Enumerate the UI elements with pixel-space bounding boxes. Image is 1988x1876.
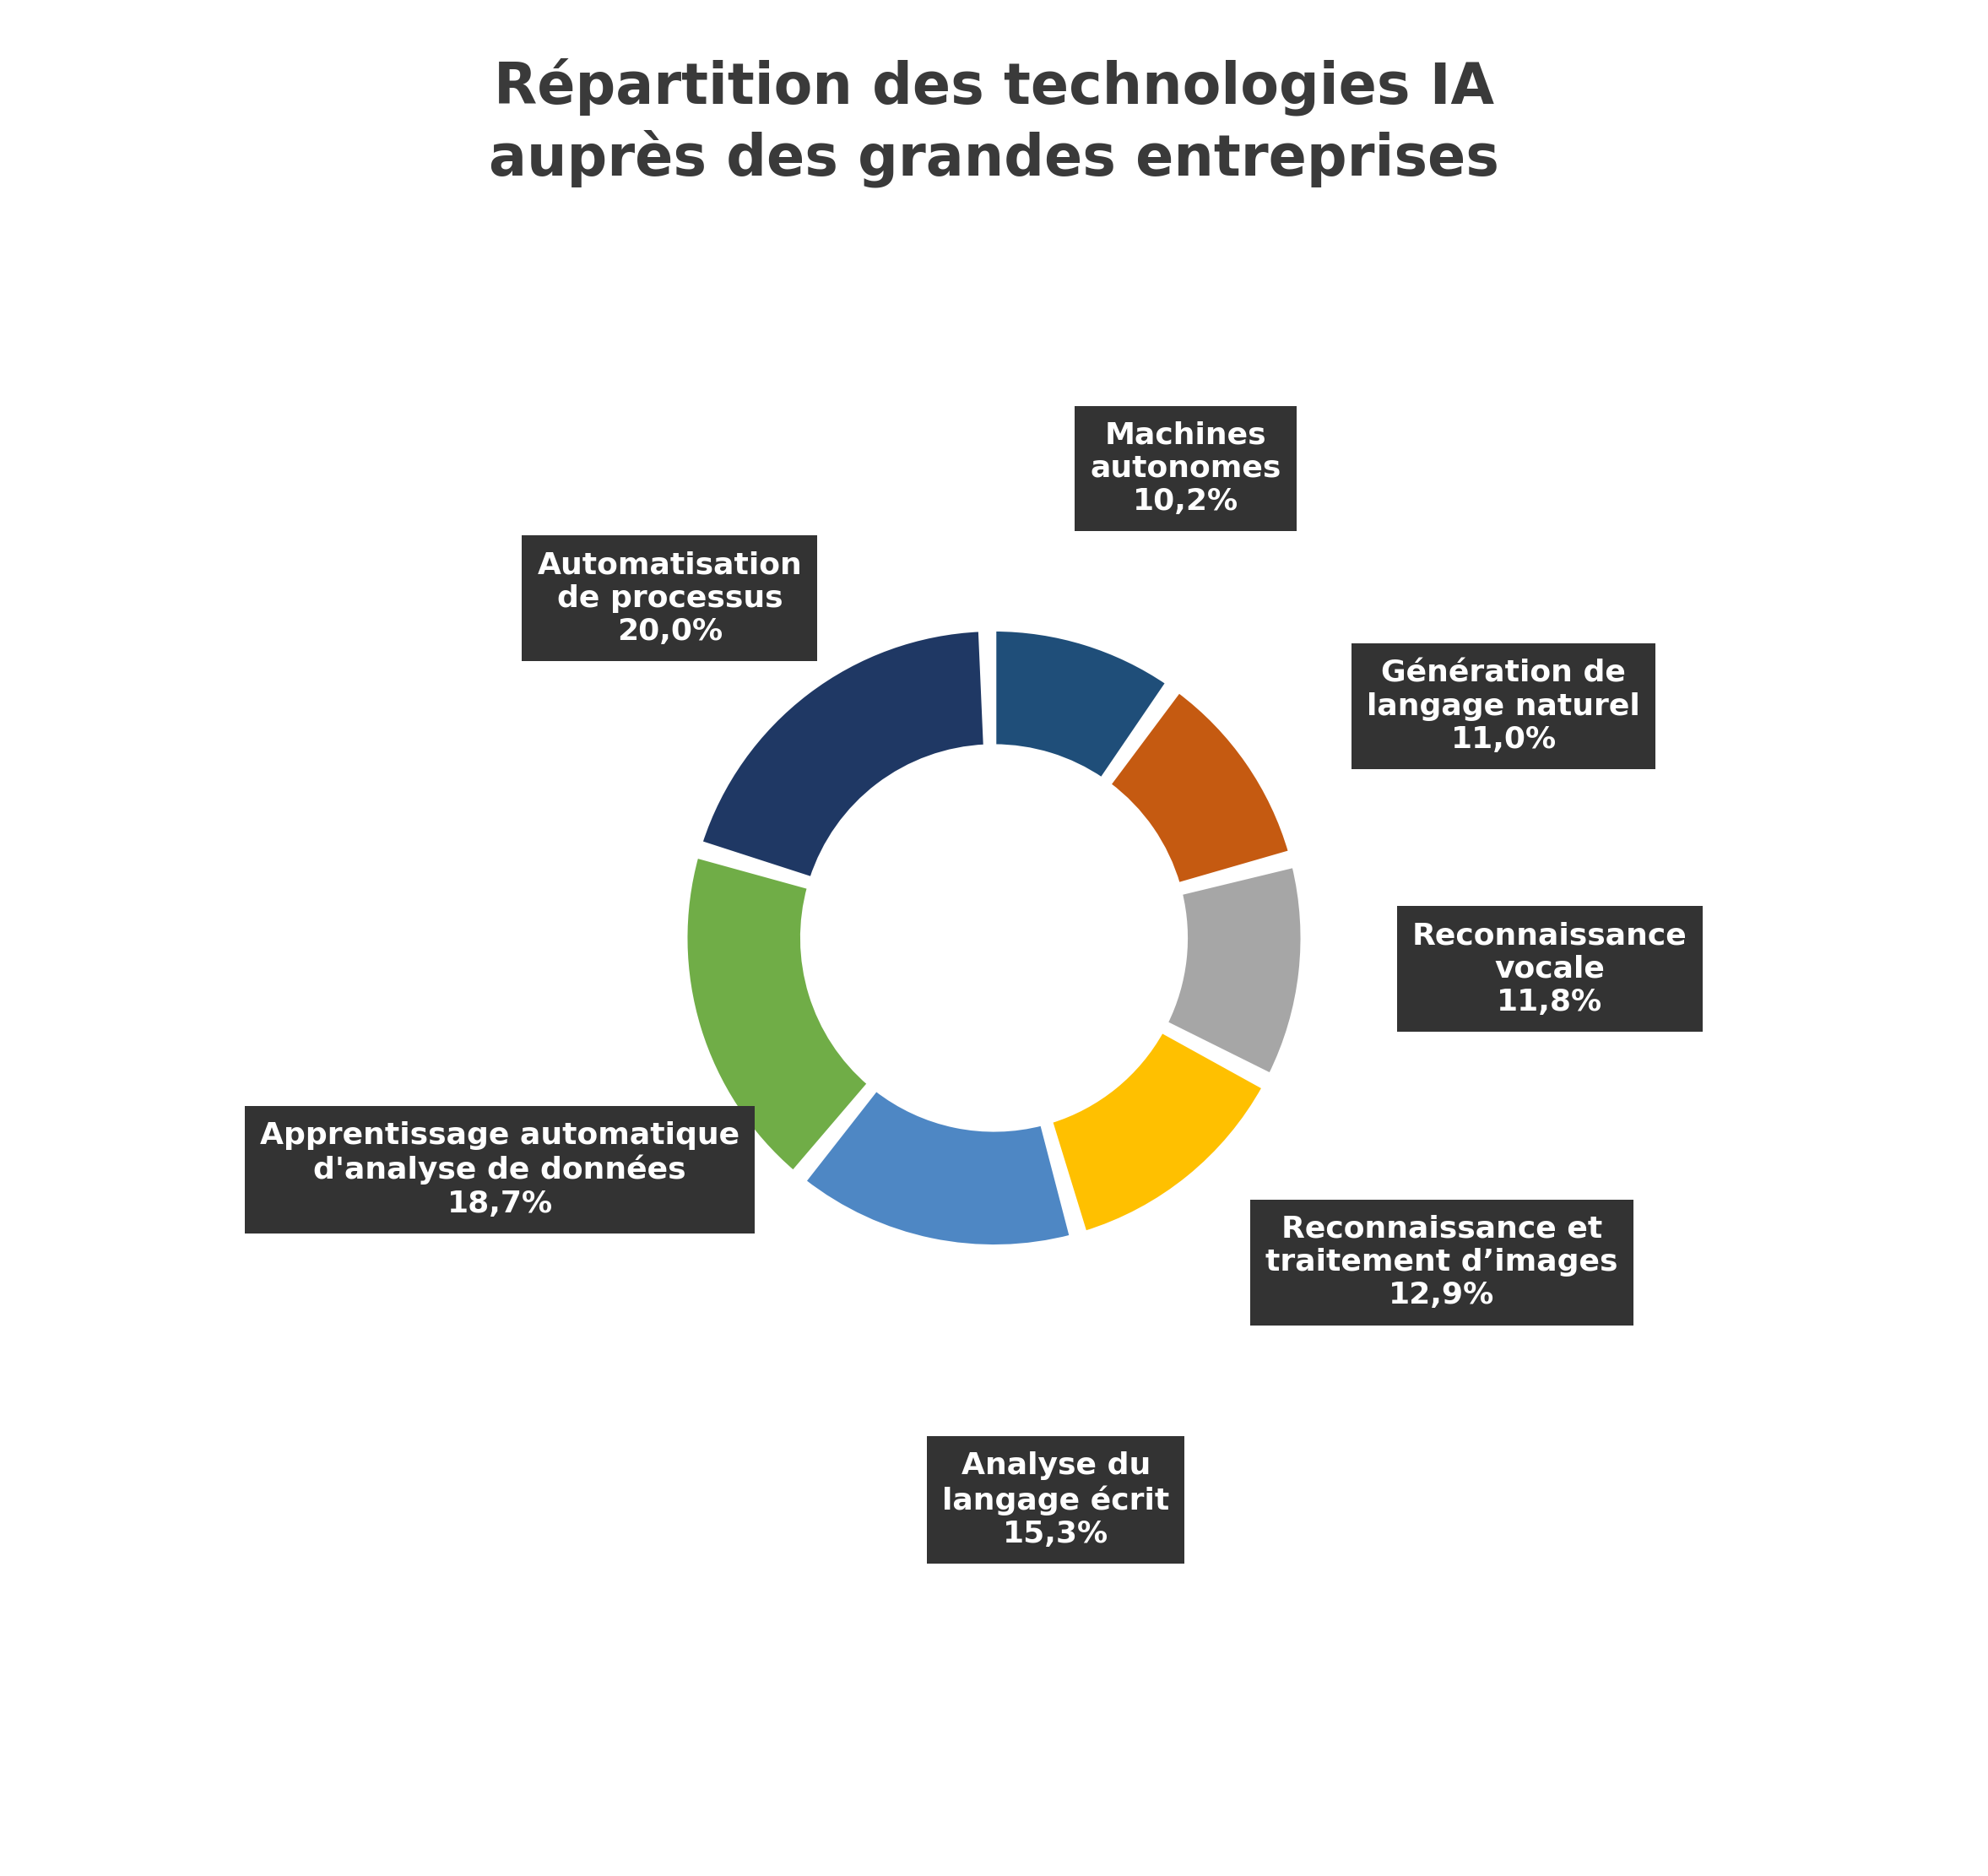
Text: Analyse du
langage écrit
15,3%: Analyse du langage écrit 15,3% [942,1452,1169,1548]
Text: Reconnaissance
vocale
11,8%: Reconnaissance vocale 11,8% [1411,921,1688,1017]
Wedge shape [994,628,1167,780]
Text: Génération de
langage naturel
11,0%: Génération de langage naturel 11,0% [1368,658,1640,754]
Text: Machines
autonomes
10,2%: Machines autonomes 10,2% [1089,420,1280,516]
Wedge shape [803,1088,1072,1248]
Text: Répartition des technologies IA
auprès des grandes entreprises: Répartition des technologies IA auprès d… [489,58,1499,188]
Wedge shape [686,855,869,1172]
Wedge shape [1165,865,1302,1075]
Wedge shape [1050,1030,1264,1233]
Text: Automatisation
de processus
20,0%: Automatisation de processus 20,0% [537,552,803,645]
Wedge shape [700,630,986,880]
Text: Apprentissage automatique
d'analyse de données
18,7%: Apprentissage automatique d'analyse de d… [260,1122,740,1218]
Text: Reconnaissance et
traitement d’images
12,9%: Reconnaissance et traitement d’images 12… [1266,1214,1618,1309]
Wedge shape [1109,690,1290,885]
